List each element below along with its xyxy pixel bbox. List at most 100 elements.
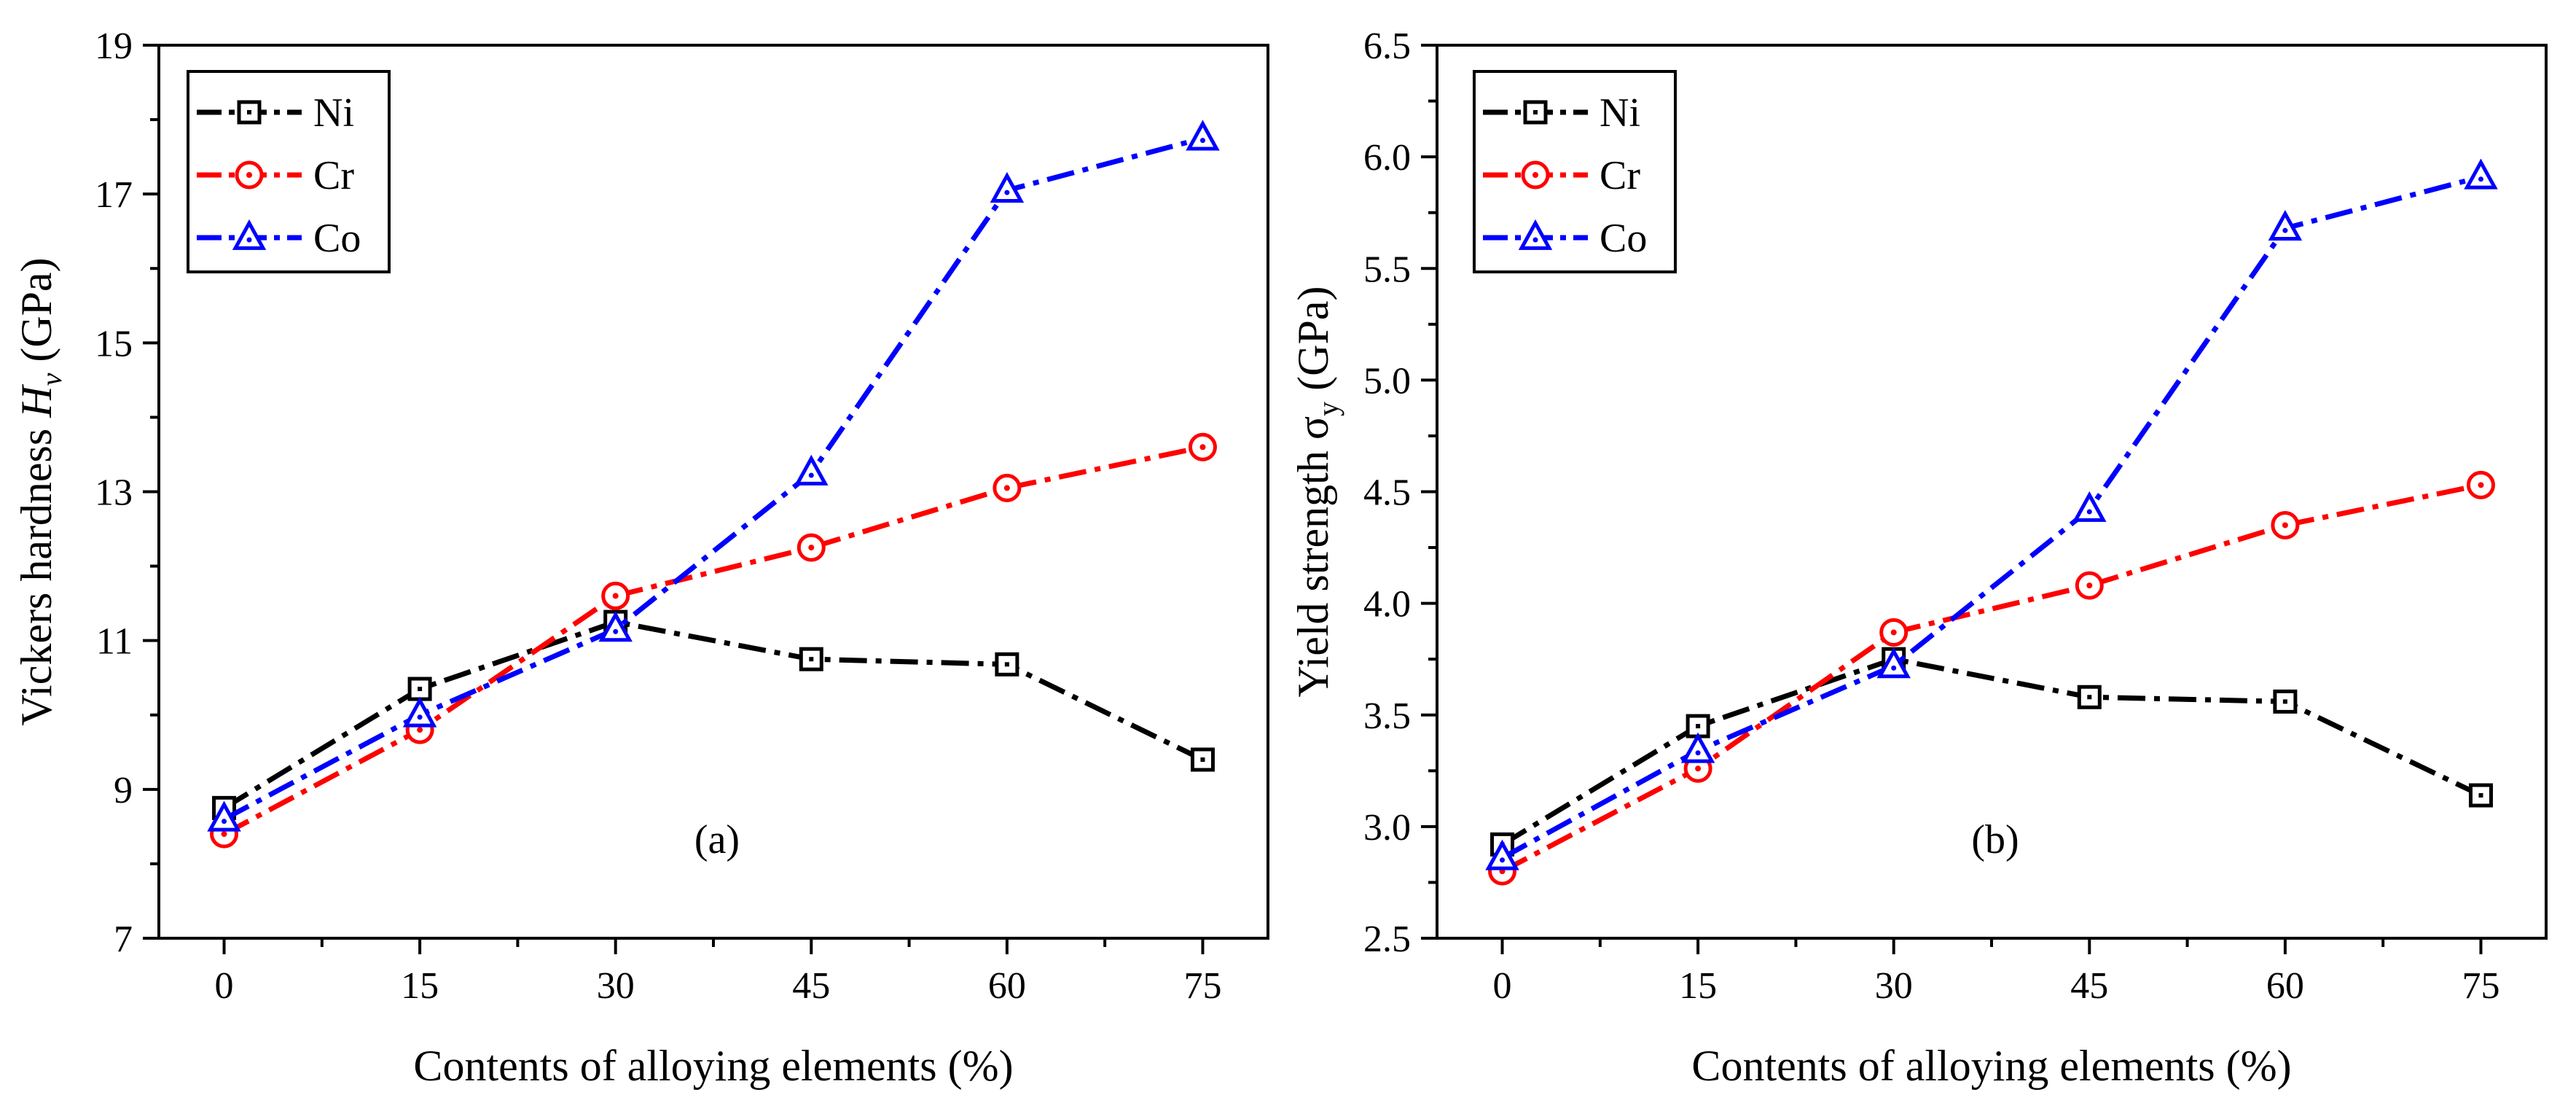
series-line-ni [222,619,1205,811]
data-point-co [794,454,829,486]
y-tick-label: 9 [114,770,133,811]
data-point-ni-center [1200,757,1205,762]
data-point-cr-center [221,831,227,838]
legend-marker-co-center [246,237,252,243]
y-tick-label: 6.5 [1363,26,1411,67]
x-tick-label: 15 [401,965,439,1007]
legend-label-co: Co [1600,216,1647,261]
data-point-co-center [808,472,814,478]
y-tick-label: 6.0 [1363,137,1411,179]
legend-marker-co [232,219,267,250]
data-point-ni-center [2087,695,2092,700]
legend-marker-ni-center [247,110,251,114]
x-tick-label: 30 [1875,965,1913,1007]
data-point-cr-center [612,593,619,599]
data-point-co-center [2478,176,2483,182]
y-tick-label: 5.0 [1363,360,1411,402]
data-point-co-center [2086,509,2092,515]
legend-label-cr: Cr [313,153,354,198]
y-axis-title-unit: (GPa) [1289,286,1337,402]
chart-panel-a: 0 15 30 45 60 75 7 9 11 13 15 17 19 Contents of alloy… [12,26,1269,1090]
data-point-co [402,696,437,728]
panel-label: (a) [694,817,740,862]
y-tick-label: 3.0 [1363,807,1411,849]
x-tick-label: 60 [2266,965,2304,1007]
y-axis-title-unit: (GPa) [12,257,60,373]
data-point-cr-center [2478,482,2484,488]
data-point-co-center [1004,190,1010,195]
legend-marker-cr-center [1532,172,1538,178]
x-tick-label: 45 [2070,965,2108,1007]
x-tick-label: 30 [597,965,635,1007]
legend: Ni Cr Co [1473,70,1677,273]
data-point-co [990,171,1025,203]
x-tick-label: 45 [792,965,830,1007]
data-point-co-center [1199,138,1205,144]
chart-panel-b: 0 15 30 45 60 75 2.5 3.0 3.5 4.0 4.5 5.0 5.5 6.0 6.5 Co… [1289,26,2548,1090]
data-point-co-center [1500,857,1506,863]
data-point-cr-center [2086,582,2093,589]
y-tick-label: 19 [95,26,133,67]
data-point-cr-center [1199,444,1206,451]
x-axis-title: Contents of alloying elements (%) [1691,1042,2291,1090]
data-point-cr-center [2282,522,2288,529]
data-point-co [207,800,241,832]
data-point-co [1186,120,1220,151]
y-tick-label: 3.5 [1363,695,1411,737]
x-axis-title: Contents of alloying elements (%) [413,1042,1013,1090]
legend-marker-co-center [1532,237,1538,243]
y-axis-title-subscript: y [1312,402,1344,416]
x-tick-label: 0 [1493,965,1512,1007]
data-point-co-center [613,628,619,634]
y-tick-label: 11 [96,621,133,663]
data-point-co [598,611,633,642]
y-tick-label: 4.5 [1363,472,1411,514]
legend-label-ni: Ni [1600,90,1640,136]
data-point-co [2072,491,2107,522]
legend-label-cr: Cr [1600,153,1640,198]
data-point-ni-center [1696,724,1701,729]
y-axis-title-subscript: v [35,373,68,386]
panel-label: (b) [1971,817,2019,862]
y-axis-title-symbol: H [12,383,60,418]
y-tick-label: 2.5 [1363,919,1411,960]
y-axis-title-text: Yield strength σ [1289,416,1337,698]
x-tick-label: 60 [988,965,1026,1007]
y-tick-label: 7 [114,919,133,960]
legend: Ni Cr Co [187,70,391,273]
data-point-co-center [2282,227,2288,233]
data-point-ni-center [1004,662,1009,667]
y-tick-label: 4.0 [1363,584,1411,625]
data-point-ni-center [2478,793,2483,798]
data-point-co-center [1695,750,1701,756]
series-line-ni [1500,656,2482,847]
y-axis-title-text: Vickers hardness [12,418,60,726]
legend-label-ni: Ni [313,90,354,136]
data-point-ni [799,647,823,671]
data-point-co [2464,158,2498,190]
data-point-ni-center [418,687,423,692]
x-tick-label: 0 [215,965,234,1007]
legend-marker-cr-center [246,172,252,178]
data-point-co [1876,647,1911,679]
data-point-co-center [222,819,227,825]
legend-marker-ni-center [1533,110,1538,114]
y-tick-label: 5.5 [1363,249,1411,290]
data-point-ni-center [809,657,814,662]
data-point-co [2268,209,2303,241]
data-point-cr-center [1695,765,1702,772]
y-tick-label: 15 [95,323,133,365]
x-tick-label: 75 [1183,965,1221,1007]
data-point-cr-center [1003,485,1010,491]
data-point-ni [407,677,432,701]
data-point-co-center [1891,665,1897,671]
legend-marker-co [1518,219,1553,250]
data-point-co [1680,732,1715,763]
data-point-co-center [417,714,423,720]
x-tick-label: 75 [2462,965,2499,1007]
y-tick-label: 13 [95,472,133,514]
legend-label-co: Co [313,216,361,261]
y-axis-title: Yield strength σy (GPa) [1289,286,1344,698]
x-tick-label: 15 [1679,965,1717,1007]
